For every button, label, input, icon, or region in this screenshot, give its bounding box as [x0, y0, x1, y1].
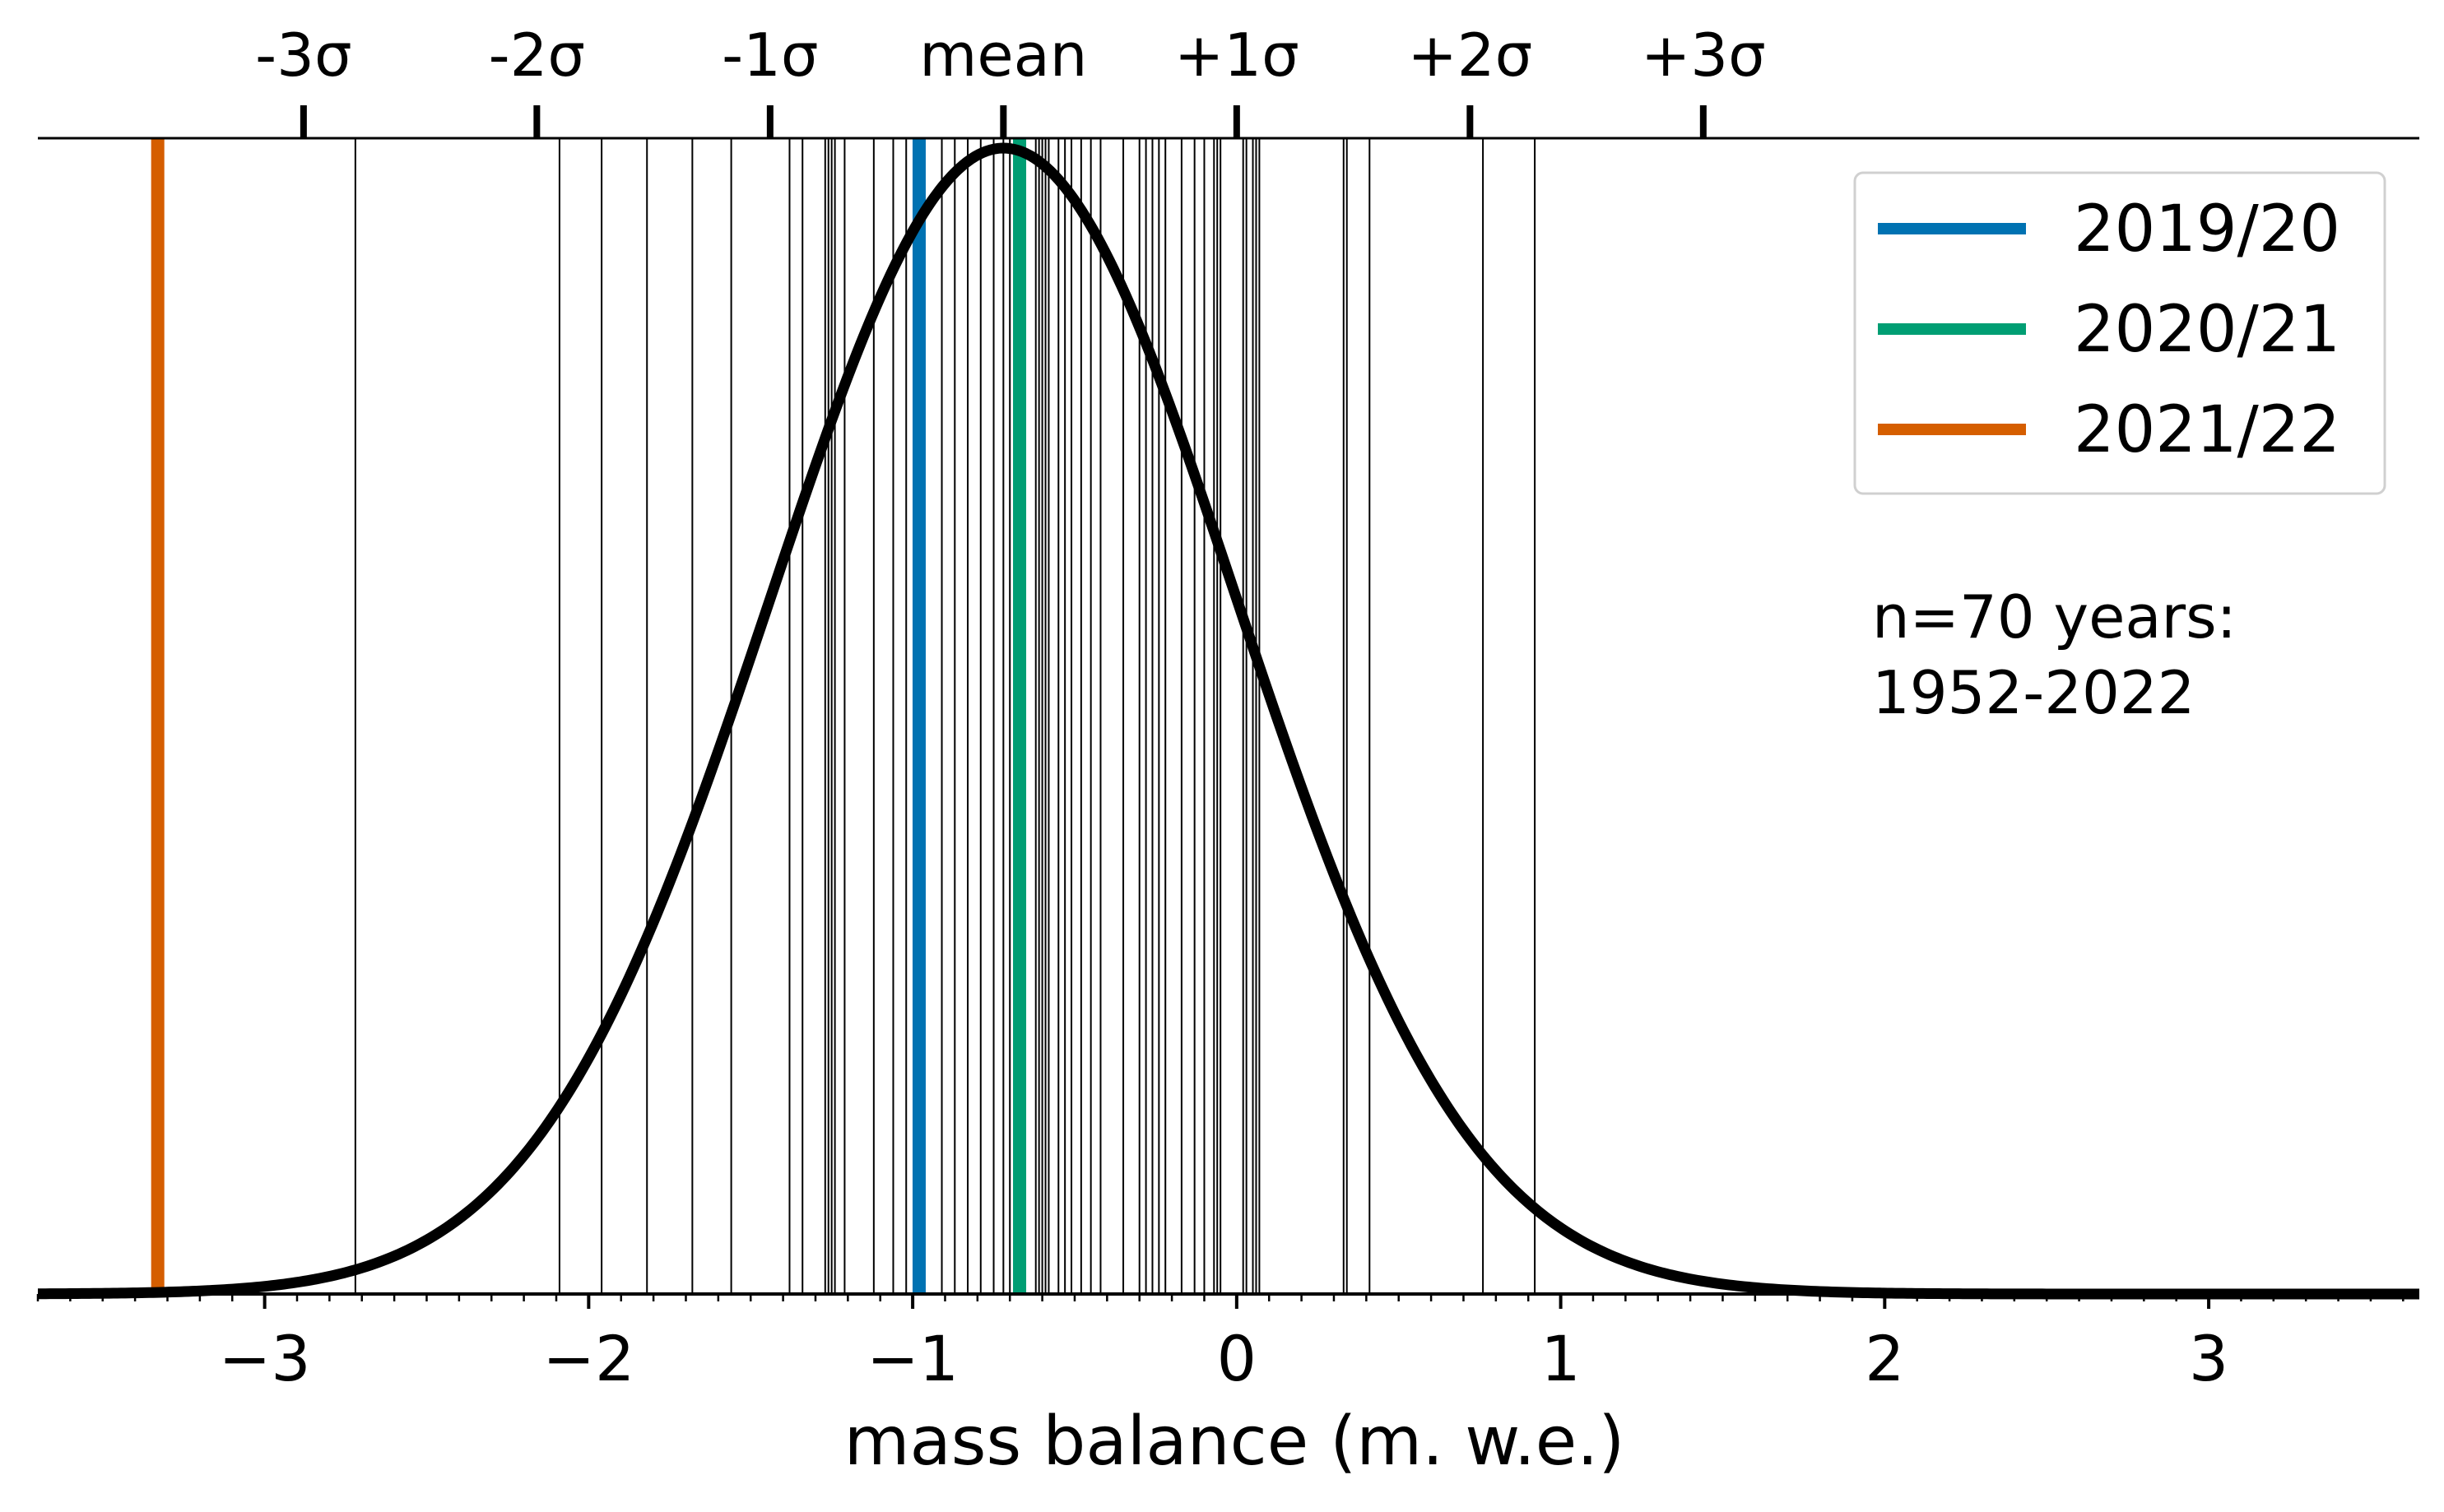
sigma-tick-label: -1σ: [722, 21, 818, 90]
sigma-tick-label: +3σ: [1641, 21, 1766, 90]
annotation-line-2: 1952-2022: [1872, 658, 2195, 727]
x-tick-label: 1: [1540, 1322, 1580, 1395]
x-tick-label: 3: [2189, 1322, 2228, 1395]
legend-label: 2019/20: [2074, 192, 2340, 267]
year-lines: [354, 138, 1536, 1294]
legend-label: 2021/22: [2074, 393, 2340, 467]
legend-label: 2020/21: [2074, 293, 2340, 367]
sample-size-annotation: n=70 years: 1952-2022: [1872, 582, 2237, 727]
x-tick-label: 0: [1217, 1322, 1257, 1395]
sigma-tick-label: +2σ: [1407, 21, 1532, 90]
x-tick-label: −3: [219, 1322, 311, 1395]
legend: 2019/20 2020/21 2021/22: [1853, 171, 2386, 495]
x-axis-ticks: −3 −2 −1 0 1 2 3: [36, 1294, 2405, 1395]
x-tick-label: −2: [542, 1322, 634, 1395]
x-tick-label: 2: [1865, 1322, 1904, 1395]
highlighted-years: [151, 138, 1027, 1294]
sigma-axis-ticks: -3σ -2σ -1σ mean +1σ +2σ +3σ: [255, 21, 1766, 138]
annotation-line-1: n=70 years:: [1872, 582, 2237, 652]
sigma-tick-label: mean: [919, 21, 1087, 90]
x-axis-label: mass balance (m. w.e.): [844, 1403, 1625, 1481]
sigma-tick-label: -2σ: [489, 21, 585, 90]
sigma-tick-label: -3σ: [255, 21, 351, 90]
sigma-tick-label: +1σ: [1174, 21, 1299, 90]
legend-frame: [1853, 171, 2386, 495]
x-tick-label: −1: [867, 1322, 959, 1395]
